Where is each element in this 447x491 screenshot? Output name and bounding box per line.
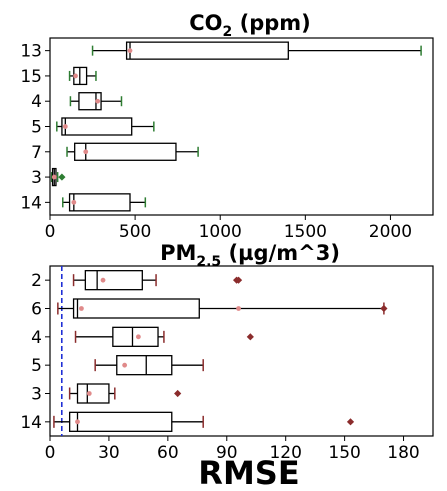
pm25-box xyxy=(68,411,173,432)
co2-mean-point xyxy=(73,73,78,79)
pm25-box xyxy=(72,298,200,319)
co2-title-main: CO xyxy=(189,11,222,35)
pm25-outlier-point xyxy=(246,333,254,341)
pm25-box xyxy=(84,270,143,291)
co2-mean-point xyxy=(51,174,57,180)
co2-y-tick-label: 3 xyxy=(31,168,42,188)
co2-y-tick-label: 13 xyxy=(20,42,42,62)
co2-y-tick-label: 15 xyxy=(20,67,42,87)
pm25-mean-point xyxy=(75,419,80,425)
pm25-x-tick-label: 0 xyxy=(45,443,56,463)
co2-box xyxy=(68,193,131,212)
pm25-outlier-point xyxy=(380,304,388,313)
pm25-box xyxy=(76,383,110,404)
pm25-x-tick-label: 60 xyxy=(157,443,179,463)
pm25-x-tick-label: 150 xyxy=(328,443,360,463)
co2-panel-title: CO2 (ppm) xyxy=(189,11,310,40)
pm25-mean-point xyxy=(79,306,84,311)
co2-y-tick-label: 14 xyxy=(20,193,42,213)
pm25-outlier-point xyxy=(346,418,355,426)
co2-mean-point xyxy=(127,48,133,54)
co2-mean-point xyxy=(71,199,77,205)
pm25-outlier-point xyxy=(234,276,243,284)
co2-boxplot-panel: 0 500 1000 1500 2000 13 15 4 5 7 3 14 xyxy=(20,37,434,242)
co2-title-subscript: 2 xyxy=(223,24,233,40)
pm25-y-tick-label: 14 xyxy=(20,413,42,433)
pm25-x-tick-label: 180 xyxy=(387,443,419,463)
pm25-title-rest: (µg/m^3) xyxy=(221,241,340,265)
pm25-mean-point xyxy=(236,306,241,311)
pm25-box xyxy=(116,355,173,376)
pm25-title-subscript: 2.5 xyxy=(196,254,221,270)
pm25-box xyxy=(112,326,159,347)
pm25-x-tick-label: 30 xyxy=(98,443,120,463)
pm25-y-tick-label: 4 xyxy=(31,328,42,348)
co2-y-tick-label: 4 xyxy=(31,92,42,112)
co2-box xyxy=(125,41,289,60)
co2-mean-point xyxy=(62,124,68,129)
co2-outlier-point xyxy=(58,173,66,181)
co2-title-rest: (ppm) xyxy=(232,11,310,35)
co2-x-tick-label: 2000 xyxy=(369,222,412,242)
pm25-y-tick-label: 5 xyxy=(31,356,42,376)
pm25-x-tick-label: 120 xyxy=(269,443,301,463)
pm25-mean-point xyxy=(135,334,141,340)
co2-box xyxy=(74,142,177,161)
co2-box xyxy=(61,117,133,136)
pm25-plot-frame xyxy=(49,265,434,437)
pm25-mean-point xyxy=(86,391,92,396)
pm25-x-tick-label: 90 xyxy=(216,443,238,463)
pm25-outlier-point xyxy=(174,389,182,398)
co2-x-tick-label: 1500 xyxy=(284,222,327,242)
pm25-title-main: PM xyxy=(160,241,196,265)
co2-y-tick-label: 5 xyxy=(31,118,42,138)
co2-mean-point xyxy=(83,149,89,155)
co2-x-tick-label: 500 xyxy=(119,222,151,242)
co2-x-tick-label: 0 xyxy=(45,222,56,242)
pm25-mean-point xyxy=(122,362,128,368)
x-axis-label: RMSE xyxy=(198,454,299,491)
co2-x-tick-label: 1000 xyxy=(199,222,242,242)
co2-y-tick-label: 7 xyxy=(31,143,42,163)
pm25-mean-point xyxy=(100,277,106,283)
pm25-y-tick-label: 6 xyxy=(31,300,42,320)
pm25-boxplot-panel: 0 30 60 90 120 150 180 2 6 4 5 3 14 xyxy=(20,265,434,463)
pm25-y-tick-label: 3 xyxy=(31,385,42,405)
pm25-y-tick-label: 2 xyxy=(31,271,42,291)
co2-mean-point xyxy=(95,98,101,104)
